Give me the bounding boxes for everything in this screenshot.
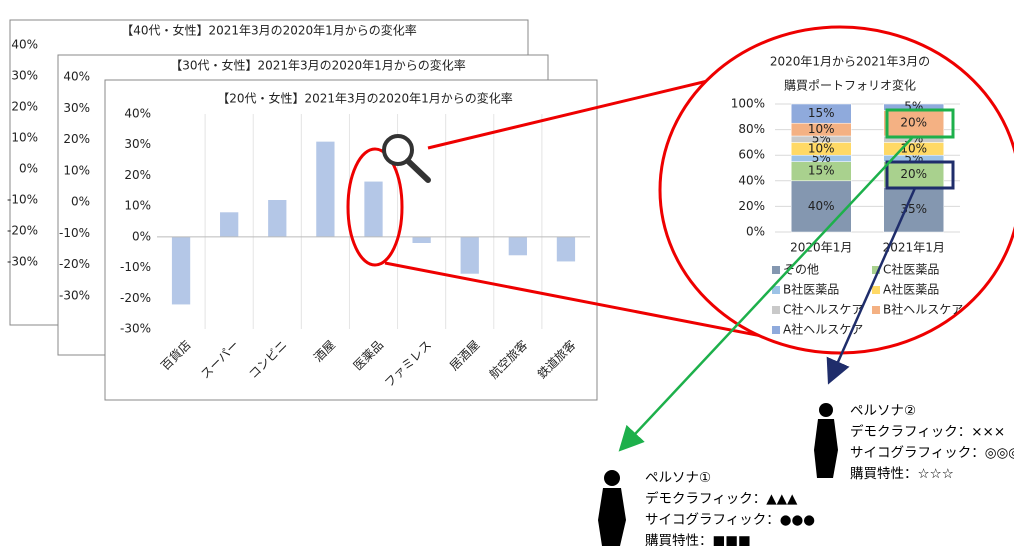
- y-tick-label: 30%: [11, 69, 38, 83]
- persona-attribute: サイコグラフィック：●●●: [645, 512, 815, 528]
- y-tick-label: -20%: [7, 224, 38, 238]
- value-label: 40%: [808, 199, 835, 213]
- chart-title: 【40代・女性】2021年3月の2020年1月からの変化率: [121, 23, 417, 38]
- legend-label: B社医薬品: [783, 282, 839, 297]
- y-tick-label: -10%: [120, 260, 151, 274]
- legend-swatch: [872, 286, 880, 294]
- bar: [557, 237, 575, 262]
- charts: 【40代・女性】2021年3月の2020年1月からの変化率 40% 30% 20% 10…: [7, 20, 597, 400]
- value-label: 20%: [900, 167, 927, 181]
- value-label: 10%: [808, 122, 835, 136]
- value-label: 5%: [904, 100, 923, 114]
- chart-title: 2020年1月から2021年3月の: [770, 55, 930, 69]
- y-tick-label: 80%: [738, 122, 765, 136]
- y-tick-label: 100%: [731, 97, 765, 111]
- y-tick-label: 30%: [63, 101, 90, 115]
- y-tick-label: 60%: [738, 148, 765, 162]
- y-tick-label: 10%: [11, 131, 38, 145]
- bar: [509, 237, 527, 255]
- y-tick-label: 30%: [124, 137, 151, 151]
- value-label: 20%: [900, 116, 927, 130]
- y-tick-label: 40%: [738, 173, 765, 187]
- slide: 【40代・女性】2021年3月の2020年1月からの変化率 40% 30% 20% 10…: [0, 0, 1014, 546]
- y-tick-label: 0%: [71, 195, 90, 209]
- y-tick-label: 40%: [63, 70, 90, 84]
- y-tick-label: -30%: [7, 255, 38, 269]
- y-tick-label: 0%: [19, 162, 38, 176]
- y-tick-label: 20%: [124, 168, 151, 182]
- legend-swatch: [772, 266, 780, 274]
- chart-title: 購買ポートフォリオ変化: [784, 78, 916, 93]
- y-tick-label: -30%: [120, 322, 151, 336]
- y-tick-label: -30%: [59, 289, 90, 303]
- persona-name: ペルソナ①: [645, 470, 711, 486]
- bar: [220, 212, 238, 237]
- persona-attribute: 購買特性：☆☆☆: [850, 466, 954, 482]
- legend-label: C社医薬品: [883, 262, 939, 277]
- value-label: 15%: [808, 106, 835, 120]
- bar: [316, 142, 334, 237]
- persona-attribute: デモクラフィック：×××: [850, 423, 1005, 440]
- y-tick-label: 10%: [63, 163, 90, 177]
- persona-name: ペルソナ②: [850, 403, 916, 419]
- y-tick-label: -10%: [7, 193, 38, 207]
- y-tick-label: 0%: [132, 229, 151, 243]
- chart-title: 【20代・女性】2021年3月の2020年1月からの変化率: [217, 91, 513, 106]
- y-tick-label: 40%: [124, 107, 151, 121]
- bar: [364, 182, 382, 237]
- legend-label: A社医薬品: [883, 282, 939, 297]
- y-tick-label: 40%: [11, 38, 38, 52]
- legend-swatch: [772, 306, 780, 314]
- y-tick-label: 0%: [746, 225, 765, 239]
- legend-label: B社ヘルスケア: [883, 302, 963, 317]
- y-tick-label: -20%: [59, 257, 90, 271]
- legend-label: C社ヘルスケア: [783, 302, 863, 317]
- y-tick-label: 20%: [63, 132, 90, 146]
- persona-attribute: 購買特性：■■■: [645, 533, 751, 546]
- bar: [268, 200, 286, 237]
- persona-attribute: サイコグラフィック：◎◎◎: [850, 445, 1014, 461]
- y-tick-label: 20%: [738, 199, 765, 213]
- bar: [412, 237, 430, 243]
- persona-attribute: デモクラフィック：▲▲▲: [645, 490, 798, 507]
- persona-icon: [814, 403, 838, 478]
- legend-swatch: [772, 326, 780, 334]
- value-label: 15%: [808, 164, 835, 178]
- y-tick-label: 20%: [11, 100, 38, 114]
- chart-title: 【30代・女性】2021年3月の2020年1月からの変化率: [170, 58, 466, 73]
- persona-icon: [598, 470, 626, 546]
- legend-swatch: [872, 306, 880, 314]
- x-tick-label: 2020年1月: [790, 241, 852, 255]
- y-tick-label: 10%: [124, 199, 151, 213]
- bar: [461, 237, 479, 274]
- bar: [172, 237, 190, 305]
- y-tick-label: -20%: [120, 291, 151, 305]
- y-tick-label: -10%: [59, 226, 90, 240]
